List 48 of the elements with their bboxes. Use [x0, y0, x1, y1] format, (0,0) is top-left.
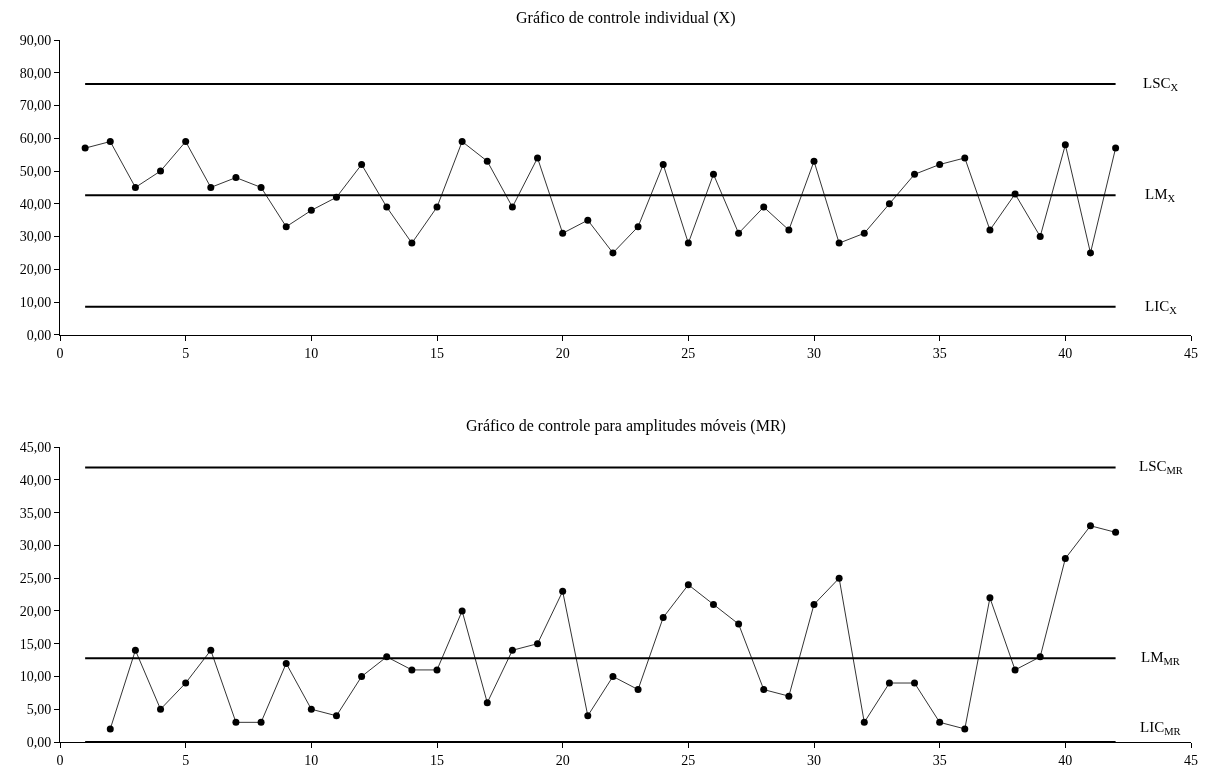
x-tick-label: 5 — [182, 345, 190, 361]
x-tick-label: 40 — [1058, 345, 1073, 361]
y-tick-label: 70,00 — [19, 98, 52, 114]
x-tick-label: 45 — [1184, 345, 1198, 361]
x-tick-label: 0 — [56, 345, 64, 361]
chart-title: Gráfico de controle individual (X) — [516, 9, 736, 27]
x-tick-label: 15 — [430, 345, 444, 361]
ref-line-label: LSC$_{MR}$ — [1139, 458, 1183, 477]
y-tick-label: 20,00 — [19, 603, 52, 619]
x-tick-label: 45 — [1184, 752, 1198, 768]
y-tick-label: 60,00 — [19, 131, 52, 147]
y-tick-label: 40,00 — [19, 472, 52, 488]
y-tick-label: 30,00 — [19, 538, 52, 554]
chart-title: Gráfico de controle para amplitudes móveis (MR) — [466, 417, 786, 435]
x-tick-label: 30 — [807, 345, 821, 361]
ref-line-label: LM$_{X}$ — [1145, 186, 1176, 205]
y-tick-label: 5,00 — [26, 702, 52, 718]
x-tick-label: 25 — [681, 345, 696, 361]
y-tick-label: 0,00 — [26, 734, 52, 750]
y-tick-label: 50,00 — [19, 163, 52, 179]
x-tick-label: 10 — [304, 345, 319, 361]
x-tick-label: 20 — [555, 752, 570, 768]
x-tick-label: 35 — [932, 345, 947, 361]
x-tick-label: 0 — [56, 752, 64, 768]
x-tick-label: 5 — [182, 752, 190, 768]
ref-line-label: LSC$_{X}$ — [1143, 75, 1179, 94]
ref-line-label: LM$_{MR}$ — [1141, 649, 1180, 668]
y-tick-label: 45,00 — [19, 440, 52, 456]
y-tick-label: 35,00 — [19, 505, 52, 521]
y-tick-label: 25,00 — [19, 571, 52, 587]
x-tick-label: 15 — [430, 752, 444, 768]
x-tick-label: 30 — [807, 752, 821, 768]
x-tick-label: 20 — [555, 345, 570, 361]
x-tick-label: 10 — [304, 752, 319, 768]
y-tick-label: 40,00 — [19, 196, 52, 212]
y-tick-label: 15,00 — [19, 636, 52, 652]
ref-line-label: LIC$_{MR}$ — [1140, 719, 1181, 738]
y-tick-label: 0,00 — [26, 327, 52, 343]
x-tick-label: 35 — [932, 752, 947, 768]
x-tick-label: 25 — [681, 752, 696, 768]
y-tick-label: 10,00 — [19, 669, 52, 685]
ref-line-label: LIC$_{X}$ — [1145, 298, 1178, 317]
y-tick-label: 20,00 — [19, 262, 52, 278]
y-tick-label: 30,00 — [19, 229, 52, 245]
y-tick-label: 90,00 — [19, 32, 52, 48]
y-tick-label: 80,00 — [19, 65, 52, 81]
y-tick-label: 10,00 — [19, 294, 52, 310]
x-tick-label: 40 — [1058, 752, 1073, 768]
